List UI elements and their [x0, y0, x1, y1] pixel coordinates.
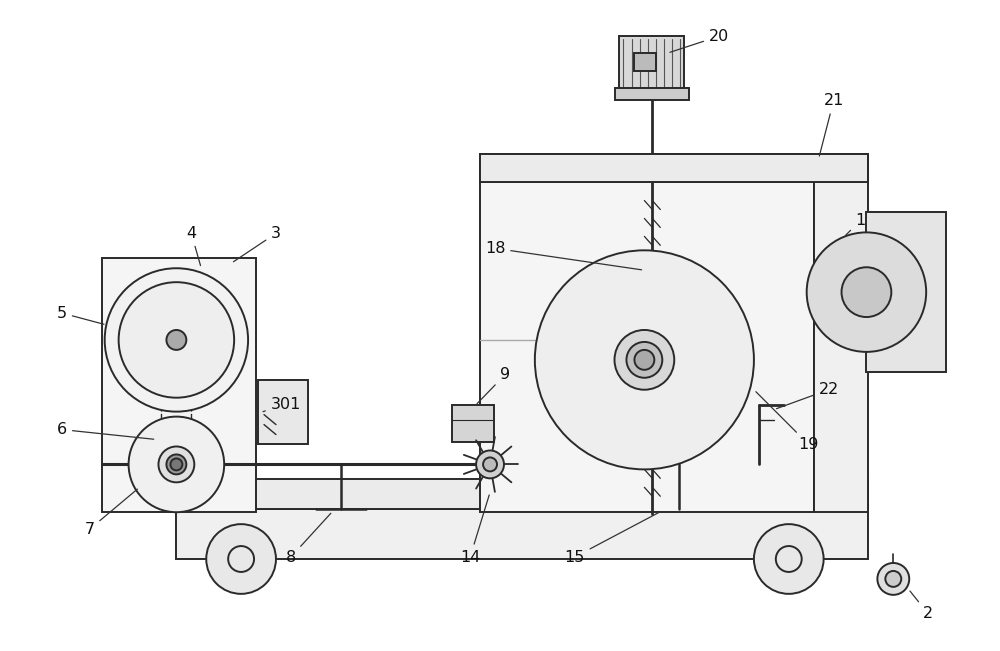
- Text: 20: 20: [670, 29, 729, 52]
- Text: 19: 19: [756, 392, 819, 452]
- Circle shape: [483, 458, 497, 471]
- Text: 9: 9: [477, 367, 510, 404]
- Text: 7: 7: [85, 489, 137, 536]
- Bar: [619, 36, 684, 91]
- Text: 1: 1: [845, 213, 866, 236]
- Bar: [258, 380, 308, 445]
- Circle shape: [842, 268, 891, 317]
- Circle shape: [166, 454, 186, 475]
- Circle shape: [206, 524, 276, 594]
- Circle shape: [170, 458, 182, 471]
- Circle shape: [129, 417, 224, 512]
- Text: 8: 8: [286, 513, 331, 564]
- Text: 3: 3: [233, 226, 281, 262]
- Bar: [176, 479, 868, 509]
- Circle shape: [158, 447, 194, 482]
- Bar: [480, 154, 868, 182]
- Circle shape: [885, 571, 901, 587]
- Text: 4: 4: [186, 226, 201, 266]
- Circle shape: [626, 342, 662, 378]
- Text: 14: 14: [460, 495, 489, 564]
- Text: 18: 18: [485, 241, 642, 270]
- Bar: [480, 154, 868, 182]
- Text: 15: 15: [564, 512, 659, 564]
- Text: 301: 301: [263, 397, 301, 412]
- Circle shape: [807, 232, 926, 352]
- Bar: [814, 178, 868, 512]
- Circle shape: [877, 563, 909, 595]
- Circle shape: [476, 450, 504, 478]
- Text: 21: 21: [819, 94, 844, 156]
- Text: 2: 2: [910, 591, 933, 621]
- Bar: [866, 212, 946, 372]
- Circle shape: [615, 330, 674, 390]
- Circle shape: [119, 282, 234, 398]
- Text: 6: 6: [57, 422, 154, 439]
- Bar: [615, 88, 689, 100]
- Bar: [634, 53, 656, 71]
- Bar: [176, 509, 868, 559]
- Circle shape: [105, 268, 248, 411]
- Circle shape: [754, 524, 824, 594]
- Bar: [102, 258, 256, 512]
- Circle shape: [535, 251, 754, 469]
- Bar: [480, 178, 814, 512]
- Circle shape: [634, 350, 654, 370]
- Bar: [452, 405, 494, 443]
- Circle shape: [166, 330, 186, 350]
- Text: 22: 22: [776, 382, 839, 409]
- Text: 5: 5: [57, 305, 104, 324]
